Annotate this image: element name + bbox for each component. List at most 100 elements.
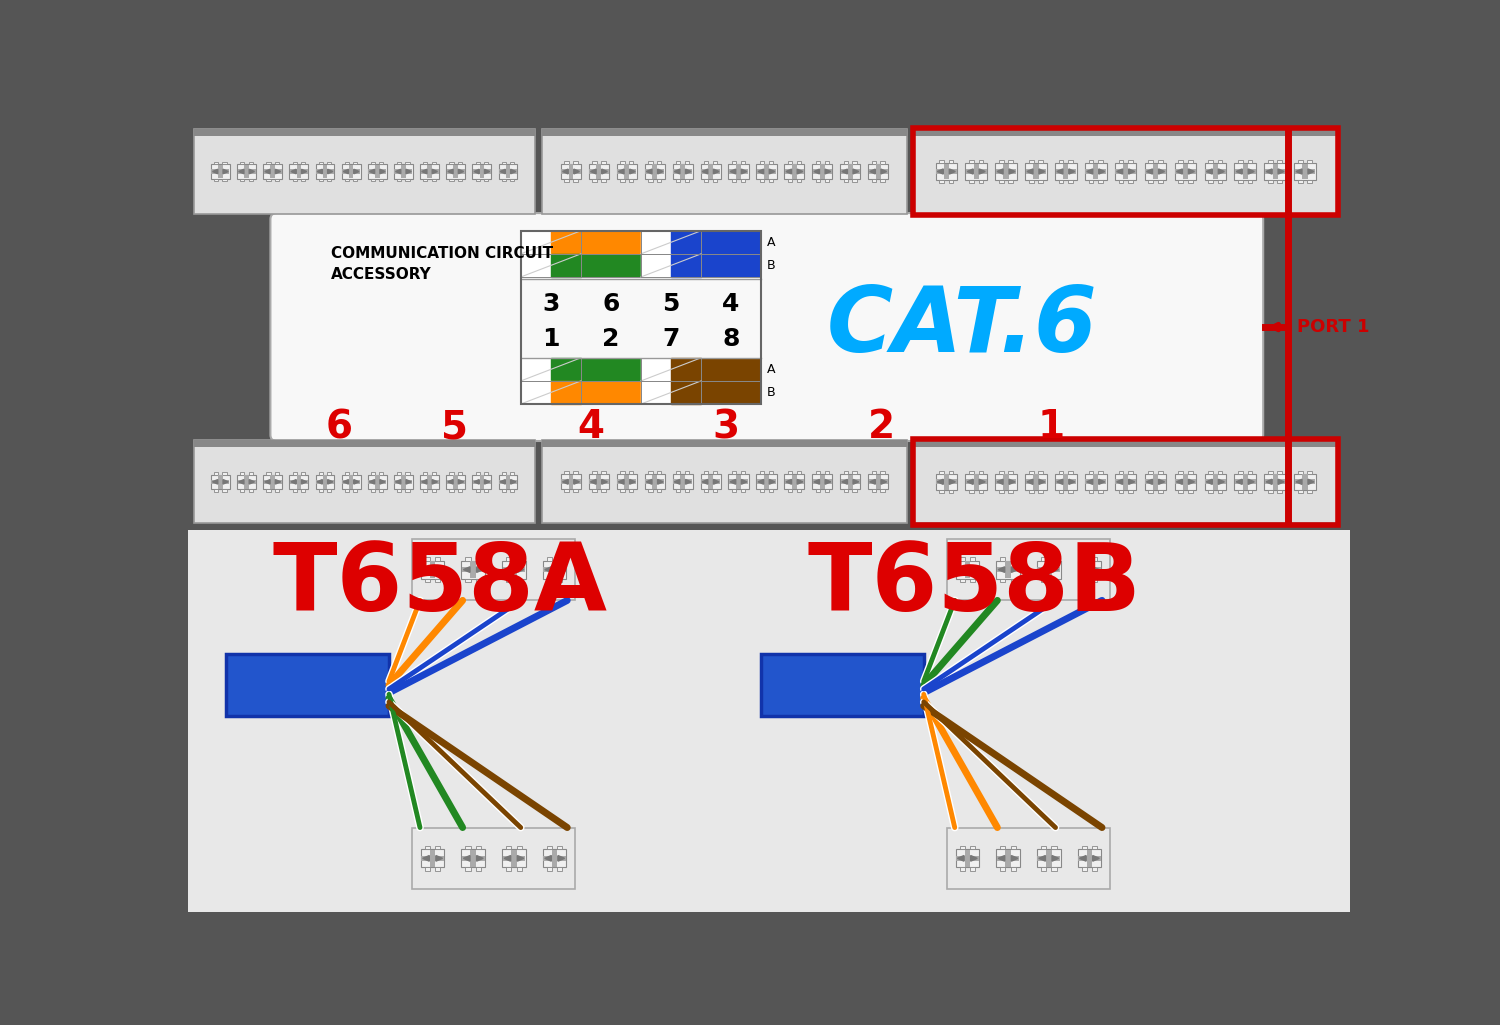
Bar — [1116, 480, 1136, 485]
Bar — [290, 169, 308, 174]
Bar — [1248, 160, 1252, 163]
Bar — [676, 472, 681, 475]
Bar — [498, 164, 517, 178]
Polygon shape — [674, 169, 680, 174]
Bar — [760, 161, 765, 164]
Bar — [1054, 474, 1077, 490]
Bar — [580, 358, 640, 381]
Bar — [676, 161, 681, 164]
Bar — [871, 472, 876, 475]
Bar — [681, 475, 686, 489]
Text: 8: 8 — [723, 327, 740, 351]
Bar — [274, 489, 279, 492]
Bar — [342, 480, 360, 484]
Bar — [640, 381, 700, 404]
Bar — [956, 850, 980, 867]
Bar — [1089, 160, 1094, 163]
Bar — [657, 472, 662, 475]
Text: T658A: T658A — [273, 539, 608, 631]
Bar — [592, 489, 597, 492]
Bar — [1059, 160, 1064, 163]
Bar — [700, 231, 760, 254]
Bar — [520, 254, 580, 277]
Bar — [1298, 160, 1302, 163]
Bar — [964, 850, 970, 867]
Bar — [640, 358, 700, 381]
Bar — [1128, 160, 1132, 163]
Bar — [1078, 567, 1101, 572]
Polygon shape — [998, 567, 1005, 572]
Bar — [868, 169, 888, 174]
Bar — [852, 161, 856, 164]
Bar — [876, 164, 880, 178]
Bar — [552, 561, 558, 578]
Polygon shape — [327, 169, 333, 174]
Polygon shape — [520, 254, 550, 277]
Bar — [476, 867, 482, 870]
Polygon shape — [477, 856, 483, 861]
Bar — [1218, 470, 1222, 474]
Bar — [1158, 179, 1162, 182]
Bar — [506, 558, 512, 561]
Bar — [756, 164, 777, 179]
Polygon shape — [464, 567, 470, 572]
Bar — [342, 164, 360, 178]
Bar — [1204, 480, 1225, 485]
Polygon shape — [853, 169, 858, 174]
Bar — [1068, 160, 1072, 163]
Bar — [1011, 847, 1016, 850]
Bar — [1188, 470, 1192, 474]
Bar — [580, 358, 640, 381]
Bar — [292, 473, 297, 475]
Bar — [1026, 169, 1047, 174]
Bar — [816, 179, 821, 181]
Bar — [561, 169, 580, 174]
Bar — [1086, 561, 1092, 578]
Bar — [712, 161, 717, 164]
Polygon shape — [770, 480, 776, 484]
Bar — [729, 164, 748, 179]
Bar — [602, 161, 606, 164]
Bar — [327, 178, 332, 181]
Bar — [237, 164, 256, 178]
Bar — [700, 475, 720, 489]
Bar — [447, 164, 465, 178]
Bar — [1212, 164, 1218, 179]
Bar — [1036, 850, 1060, 867]
Bar — [1086, 480, 1106, 485]
Text: COMMUNICATION CIRCUIT: COMMUNICATION CIRCUIT — [332, 246, 554, 260]
Bar — [1041, 558, 1046, 561]
Bar — [840, 164, 861, 179]
Text: 6: 6 — [602, 292, 619, 316]
Polygon shape — [842, 169, 848, 174]
Bar — [1092, 867, 1096, 870]
Polygon shape — [980, 480, 986, 485]
Bar — [1029, 490, 1033, 493]
Bar — [624, 475, 628, 489]
Bar — [476, 178, 480, 181]
Bar — [1089, 490, 1094, 493]
Bar — [450, 489, 453, 492]
Bar — [1114, 163, 1137, 179]
Bar — [484, 162, 488, 164]
Polygon shape — [544, 567, 552, 572]
Bar — [350, 165, 354, 178]
Polygon shape — [484, 480, 490, 484]
Bar — [222, 473, 226, 475]
Bar — [704, 161, 708, 164]
Bar — [960, 867, 964, 870]
Bar — [704, 472, 708, 475]
Bar — [423, 473, 427, 475]
Bar — [472, 169, 490, 174]
Polygon shape — [562, 480, 568, 484]
Bar — [1064, 475, 1068, 490]
Bar — [520, 358, 580, 381]
Bar — [564, 472, 568, 475]
Polygon shape — [213, 480, 217, 484]
Bar — [1234, 163, 1256, 179]
Polygon shape — [870, 169, 876, 174]
Bar — [512, 850, 518, 867]
Bar — [620, 161, 624, 164]
Bar — [1052, 847, 1056, 850]
Text: A: A — [766, 363, 776, 376]
